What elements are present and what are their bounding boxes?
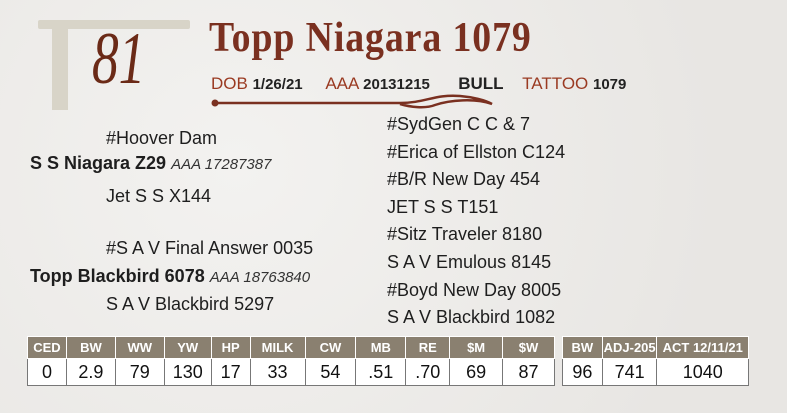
animal-title: Topp Niagara 1079 [209, 15, 532, 61]
cell-value: 1040 [656, 358, 749, 386]
aaa-value: 20131215 [363, 76, 430, 93]
cell-value: 69 [449, 358, 504, 386]
cell-value: 17 [210, 358, 251, 386]
sire-name: S S Niagara Z29 [30, 153, 167, 173]
sire-dam: Jet S S X144 [106, 186, 212, 206]
column-header: ACT 12/11/21 [656, 336, 749, 359]
cell-value: 79 [114, 358, 165, 386]
cell-value: .51 [355, 358, 407, 386]
lot-number: 81 [92, 18, 146, 100]
epd-table: CED BW WW YW HP MILK CW MB RE $M $W 0 2.9 79 130 17 33 54… [27, 336, 555, 386]
tattoo-value: 1079 [593, 76, 627, 93]
column-header: MILK [249, 336, 306, 359]
dam-name: Topp Blackbird 6078 [30, 266, 205, 286]
column-header: CW [304, 336, 357, 359]
grandparent-line: S A V Blackbird 1082 [387, 307, 556, 327]
dob-label: DOB [211, 74, 248, 93]
dam-dam: S A V Blackbird 5297 [106, 294, 275, 314]
tattoo-label: TATTOO [522, 74, 589, 93]
column-header: HP [210, 336, 251, 359]
decorative-swash [211, 94, 493, 109]
column-header: WW [114, 336, 165, 359]
aaa-label: AAA [325, 74, 359, 93]
cell-value: 96 [562, 358, 603, 386]
dam: Topp Blackbird 6078 AAA 18763840 [30, 266, 310, 287]
sire-reg: AAA 17287387 [171, 156, 272, 173]
sire-sire: #Hoover Dam [106, 128, 218, 148]
cell-value: 87 [502, 358, 555, 386]
column-header: $M [449, 336, 504, 359]
dob-value: 1/26/21 [252, 76, 303, 93]
dam-sire: #S A V Final Answer 0035 [106, 238, 314, 258]
column-header: BW [65, 336, 116, 359]
column-header: BW [562, 336, 603, 359]
cell-value: 33 [249, 358, 306, 386]
column-header: ADJ-205 [601, 336, 658, 359]
dam-reg: AAA 18763840 [209, 269, 311, 286]
column-header: RE [405, 336, 451, 359]
sire: S S Niagara Z29 AAA 17287387 [30, 153, 271, 174]
grandparent-line: #B/R New Day 454 [387, 169, 541, 189]
cell-value: 741 [601, 358, 658, 386]
column-header: $W [502, 336, 555, 359]
grandparent-line: JET S S T151 [387, 197, 499, 217]
grandparent-line: #Erica of Ellston C124 [387, 142, 566, 162]
actual-table: BW ADJ-205 ACT 12/11/21 96 741 1040 [562, 336, 749, 386]
cell-value: 2.9 [65, 358, 116, 386]
grandparent-line: #SydGen C C & 7 [387, 114, 531, 134]
t-logo-stem [52, 20, 68, 110]
column-header: CED [27, 336, 67, 359]
grandparent-line: S A V Emulous 8145 [387, 252, 552, 272]
animal-info: DOB 1/26/21 AAA 20131215 BULL TATTOO 107… [211, 74, 626, 94]
cell-value: 130 [163, 358, 212, 386]
sex-value: BULL [458, 74, 504, 93]
t-logo-bar [38, 20, 190, 29]
cell-value: .70 [405, 358, 451, 386]
column-header: MB [355, 336, 407, 359]
cell-value: 54 [304, 358, 357, 386]
grandparent-line: #Sitz Traveler 8180 [387, 224, 543, 244]
cell-value: 0 [27, 358, 67, 386]
column-header: YW [163, 336, 212, 359]
grandparent-line: #Boyd New Day 8005 [387, 280, 562, 300]
